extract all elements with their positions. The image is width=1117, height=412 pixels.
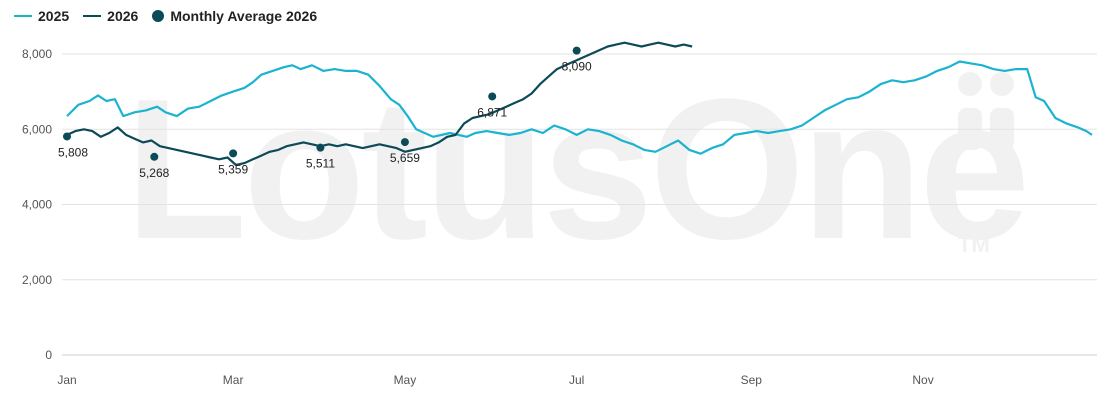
legend-item-2025[interactable]: 2025 <box>14 8 69 24</box>
monthly-average-marker <box>488 92 497 101</box>
monthly-average-marker <box>400 138 409 147</box>
data-label: 8,090 <box>562 60 592 74</box>
data-label: 5,511 <box>306 157 335 171</box>
monthly-average-marker <box>229 149 238 158</box>
watermark-tm: TM <box>958 232 990 257</box>
data-label: 6,871 <box>477 105 507 119</box>
x-tick-label: May <box>394 373 417 387</box>
legend-swatch-line-icon <box>83 15 102 17</box>
data-label: 5,808 <box>58 145 88 159</box>
x-tick-label: Mar <box>223 373 244 387</box>
legend-item-monthly-average[interactable]: Monthly Average 2026 <box>152 8 317 24</box>
series-line-2026 <box>66 41 693 167</box>
legend-item-2026[interactable]: 2026 <box>83 8 138 24</box>
chart-legend: 2025 2026 Monthly Average 2026 <box>14 8 317 24</box>
monthly-average-marker <box>316 143 325 152</box>
y-tick-label: 4,000 <box>22 198 52 212</box>
legend-swatch-dot-icon <box>152 10 165 22</box>
series-line-2025 <box>66 60 1093 155</box>
y-tick-label: 6,000 <box>22 122 52 136</box>
y-tick-label: 8,000 <box>22 47 52 61</box>
y-tick-label: 0 <box>45 348 52 362</box>
x-tick-label: Jan <box>57 373 76 387</box>
x-tick-label: Sep <box>741 373 763 387</box>
legend-label: 2026 <box>107 8 139 24</box>
watermark-text: LotusOne <box>125 58 1030 281</box>
data-label: 5,268 <box>139 166 169 180</box>
legend-label: Monthly Average 2026 <box>170 8 318 24</box>
data-label: 5,359 <box>218 162 248 176</box>
legend-swatch-line-icon <box>14 15 32 17</box>
data-label: 5,659 <box>390 151 420 165</box>
monthly-average-marker <box>150 152 159 161</box>
legend-label: 2025 <box>38 8 70 24</box>
monthly-average-marker <box>63 132 71 141</box>
y-tick-label: 2,000 <box>22 273 52 287</box>
x-tick-label: Nov <box>912 373 933 387</box>
monthly-average-marker <box>572 46 581 55</box>
x-tick-label: Jul <box>569 373 584 387</box>
